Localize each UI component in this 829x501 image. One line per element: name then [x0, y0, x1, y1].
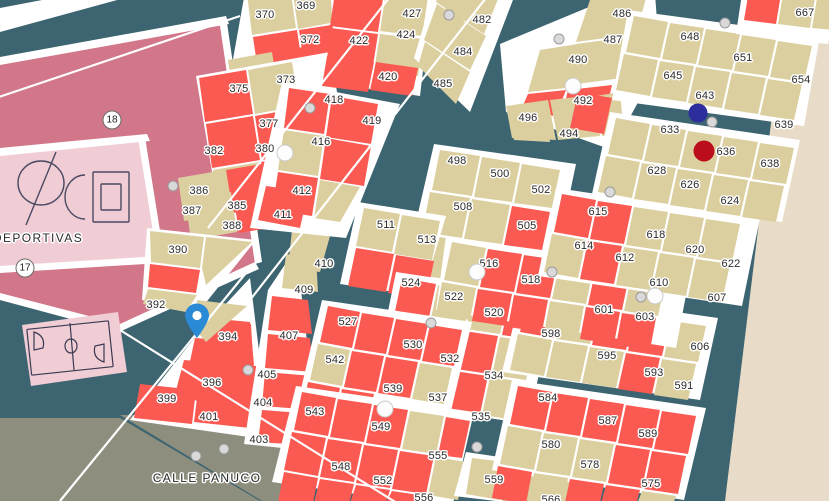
sports-area-1-edge3 — [0, 256, 161, 273]
road-edge-nw2 — [0, 0, 118, 32]
zone-18-edge-s — [0, 262, 259, 332]
vertex-handle[interactable] — [546, 266, 558, 278]
vertex-handle[interactable] — [635, 291, 647, 303]
vertex-handle[interactable] — [425, 317, 437, 329]
vertex-handle[interactable] — [443, 9, 455, 21]
soccer-field-icon — [17, 151, 130, 226]
vertex-handle[interactable] — [706, 116, 718, 128]
vertex-handle[interactable] — [719, 17, 731, 29]
vertex-handle[interactable] — [646, 287, 664, 305]
parcel-block-598 — [436, 236, 690, 350]
parcel-block-394 — [130, 278, 270, 440]
vertex-handle[interactable] — [276, 144, 294, 162]
selected-parcel-marker-red[interactable] — [693, 140, 715, 162]
parcel-block-645 — [612, 10, 820, 126]
parcel-block-584 — [492, 380, 706, 501]
basketball-court-icon — [26, 320, 114, 376]
vertex-handle[interactable] — [304, 102, 316, 114]
selected-parcel-marker-blue[interactable] — [688, 103, 708, 123]
vertex-handle[interactable] — [167, 180, 179, 192]
parcel-block-404 — [244, 230, 330, 452]
parcel-block-390 — [142, 228, 256, 312]
vertex-handle[interactable] — [471, 441, 483, 453]
vertex-handle[interactable] — [553, 33, 565, 45]
zone-badge[interactable]: 18 — [102, 110, 122, 130]
vertex-handle[interactable] — [242, 364, 254, 376]
parcel-block-618 — [538, 188, 760, 306]
vertex-handle[interactable] — [468, 263, 486, 281]
vertex-handle[interactable] — [218, 443, 230, 455]
parcel-block-411 — [250, 82, 400, 238]
road-casing-lines — [0, 0, 486, 501]
vertex-handle[interactable] — [190, 450, 202, 462]
vertex-handle[interactable] — [376, 400, 394, 418]
zone-badge[interactable]: 17 — [15, 258, 35, 278]
parcel-block-628 — [570, 92, 800, 222]
parcel-block-667 — [736, 0, 829, 44]
sports-area-1-edge — [0, 134, 150, 156]
parcel-block-482 — [414, 0, 513, 112]
sports-area-1 — [0, 137, 162, 272]
vertex-handle[interactable] — [564, 77, 582, 95]
terrain-olive — [0, 418, 260, 501]
parcel-block-543 — [272, 386, 474, 501]
vertex-handle[interactable] — [604, 186, 616, 198]
zone-18-edge-n — [0, 16, 229, 65]
